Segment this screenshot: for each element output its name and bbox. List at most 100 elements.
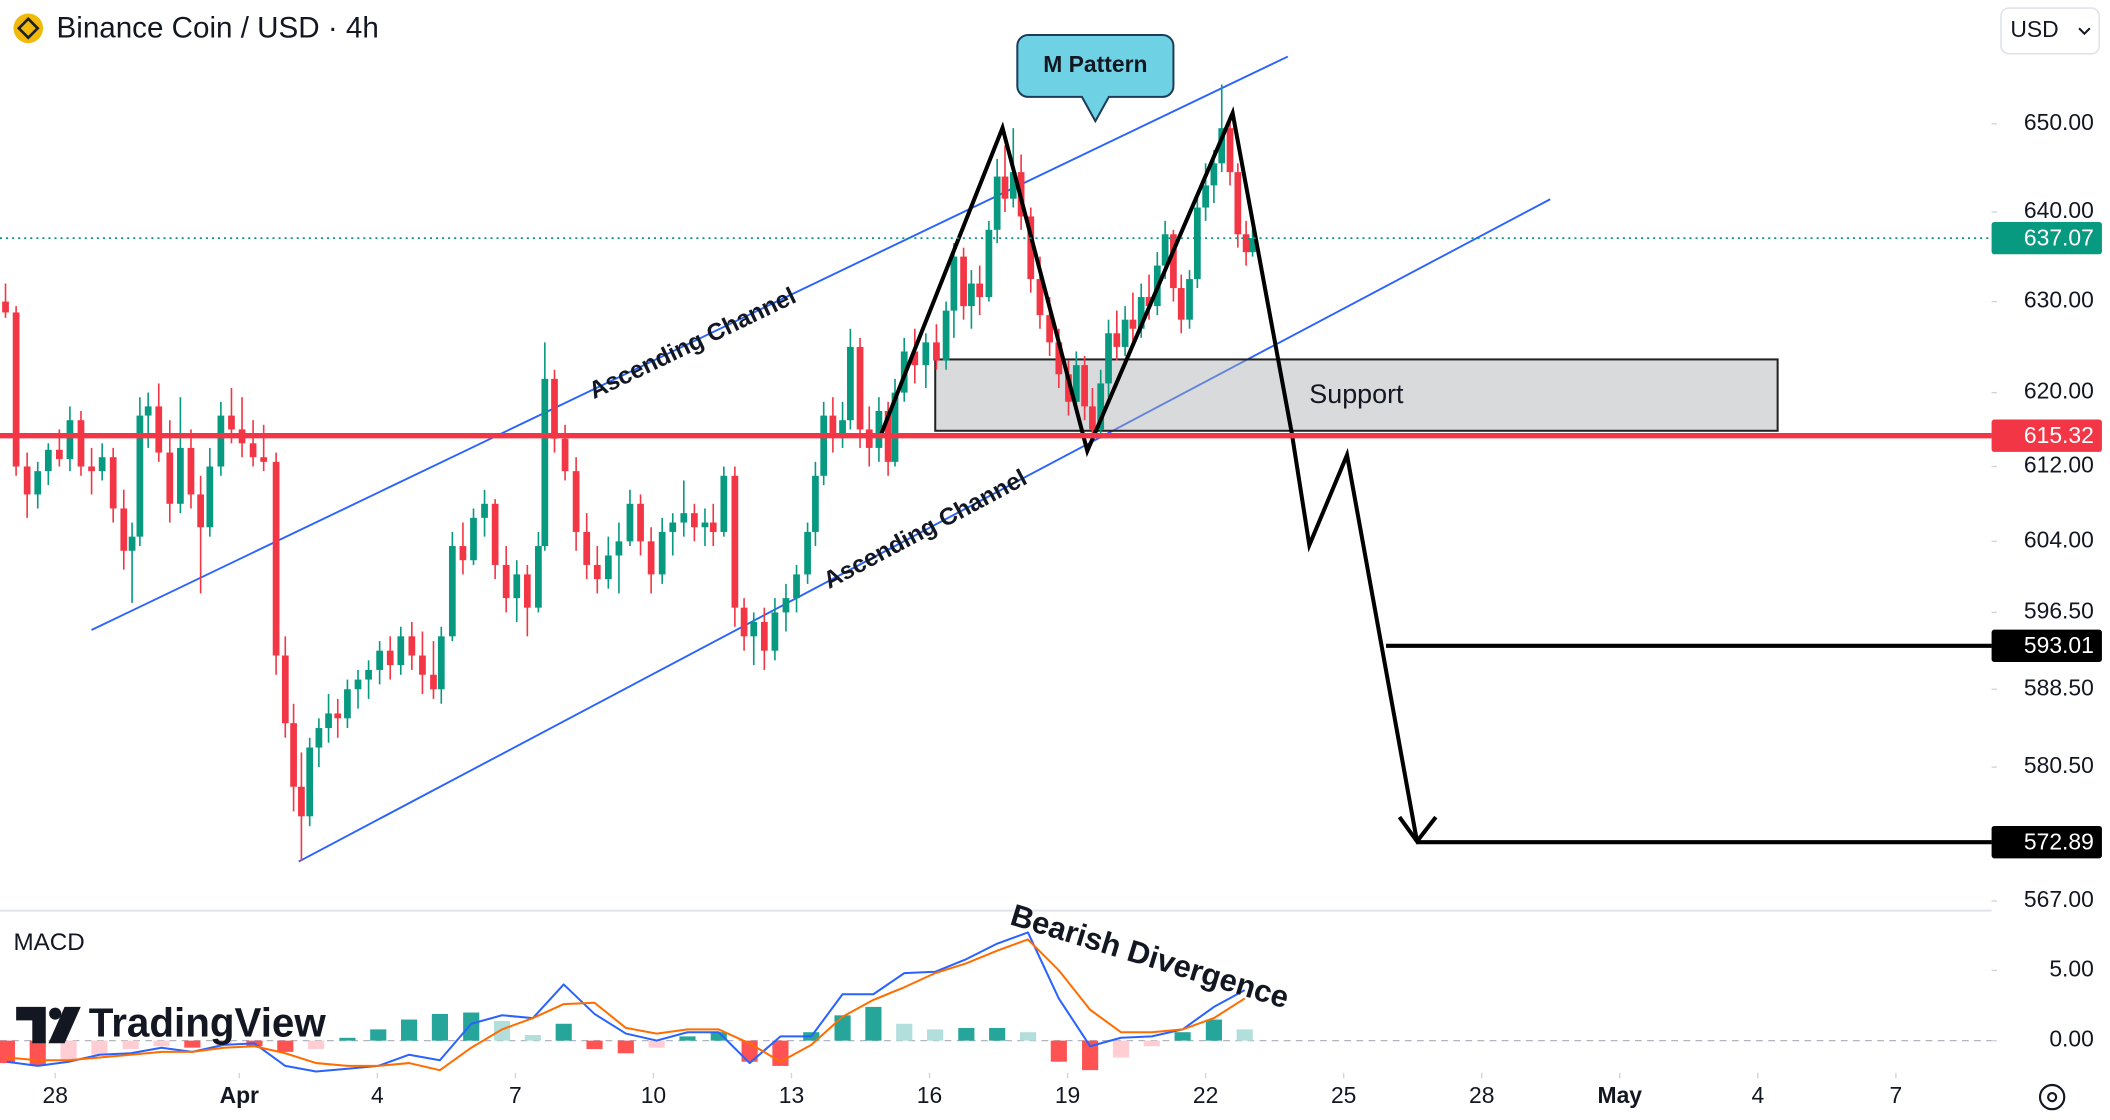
histogram-bar: [1112, 1040, 1130, 1058]
histogram-bar: [60, 1040, 77, 1061]
candle-body: [968, 283, 975, 307]
logo-mark: [16, 1006, 46, 1044]
candle-body: [34, 471, 42, 495]
candle-body: [272, 461, 280, 656]
candle-body: [491, 503, 499, 565]
candle-body: [55, 449, 63, 460]
candle-body: [1072, 365, 1080, 402]
candle-body: [166, 452, 174, 504]
candle-body: [731, 475, 739, 608]
candle-body: [669, 522, 677, 532]
candle-body: [1137, 297, 1145, 329]
candle-body: [228, 415, 235, 430]
candle-body: [933, 342, 940, 361]
candle-body: [365, 669, 372, 680]
histogram-bar: [586, 1040, 603, 1050]
x-tick-label: 7: [1890, 1082, 1903, 1108]
candle-body: [950, 256, 958, 311]
x-tick-label: 4: [371, 1082, 384, 1108]
histogram-bar: [926, 1029, 944, 1041]
x-tick-label: May: [1598, 1082, 1643, 1108]
support-label: Support: [1309, 379, 1404, 409]
candle-body: [1105, 333, 1112, 384]
candle-body: [430, 674, 437, 690]
histogram-bar: [710, 1032, 727, 1041]
candle-body: [448, 546, 456, 637]
candle-body: [249, 443, 257, 458]
price-badge: [1991, 221, 2102, 255]
candle-body: [865, 429, 873, 448]
y-tick-label: 567.00: [2024, 886, 2094, 912]
candle-body: [109, 457, 117, 509]
macd-line: [6, 931, 1246, 1073]
logo-slash: [48, 1006, 81, 1044]
candle-body: [812, 475, 819, 532]
candle-body: [120, 508, 128, 551]
histogram-bar: [1205, 1019, 1222, 1041]
histogram-bar: [834, 1015, 851, 1041]
candle-body: [1242, 234, 1250, 253]
y-tick-label: 640.00: [2024, 197, 2094, 223]
candle-body: [829, 415, 837, 435]
candle-body: [740, 607, 748, 637]
x-tick-label: 19: [1055, 1082, 1080, 1108]
histogram-bar: [431, 1013, 448, 1041]
candle-body: [709, 522, 717, 532]
price-badge-label: 615.32: [2024, 422, 2094, 448]
candle-body: [771, 612, 779, 651]
coin-icon-mark: [16, 16, 40, 40]
x-tick-label: 4: [1751, 1082, 1764, 1108]
candle-body: [1027, 216, 1035, 280]
histogram-bar: [184, 1040, 201, 1048]
candle-body: [535, 546, 542, 608]
candle-body: [804, 531, 811, 575]
candle-body: [197, 494, 204, 528]
x-tick-label: 16: [917, 1082, 942, 1108]
data-layer: [0, 84, 1256, 1073]
candle-body: [144, 406, 152, 416]
currency-chevron: [2078, 27, 2091, 36]
candle-body: [12, 312, 20, 467]
price-badge: [1991, 629, 2102, 662]
watermark: TradingView: [89, 999, 327, 1045]
candle-body: [325, 713, 332, 729]
pattern-path: [879, 106, 1419, 842]
candle-body: [891, 392, 899, 462]
candle-body: [344, 689, 351, 719]
candle-body: [1089, 406, 1096, 430]
histogram-bar: [339, 1037, 356, 1041]
candle-body: [481, 503, 488, 518]
histogram-bar: [153, 1040, 170, 1047]
y-tick-label: 604.00: [2024, 526, 2094, 552]
channel-upper-line: [91, 55, 1289, 631]
histogram-bar: [896, 1023, 913, 1041]
histogram-bar: [1143, 1040, 1160, 1047]
settings-icon-center: [2047, 1092, 2058, 1103]
histogram-bar: [1019, 1032, 1037, 1041]
candle-body: [793, 574, 800, 599]
histogram-bar: [1236, 1029, 1253, 1041]
candle-body: [513, 574, 521, 599]
logo-dot: [49, 1007, 62, 1020]
candle-body: [1177, 288, 1185, 320]
histogram-bar: [865, 1006, 882, 1041]
candle-body: [760, 621, 768, 651]
candle-body: [354, 679, 362, 690]
candle-body: [155, 406, 163, 453]
x-tick-label: 7: [509, 1082, 522, 1108]
macd-title: MACD: [13, 929, 84, 956]
histogram-bar: [493, 1020, 511, 1041]
candle-body: [960, 256, 967, 307]
currency-selector[interactable]: [2000, 7, 2101, 55]
candle-body: [1249, 238, 1256, 253]
candle-body: [397, 636, 405, 666]
candle-body: [1234, 172, 1242, 235]
candle-body: [572, 471, 580, 532]
settings-icon[interactable]: [2038, 1083, 2066, 1111]
candle-body: [561, 438, 569, 472]
candle-body: [691, 513, 698, 528]
histogram-bar: [989, 1027, 1006, 1041]
candle-body: [626, 503, 634, 542]
